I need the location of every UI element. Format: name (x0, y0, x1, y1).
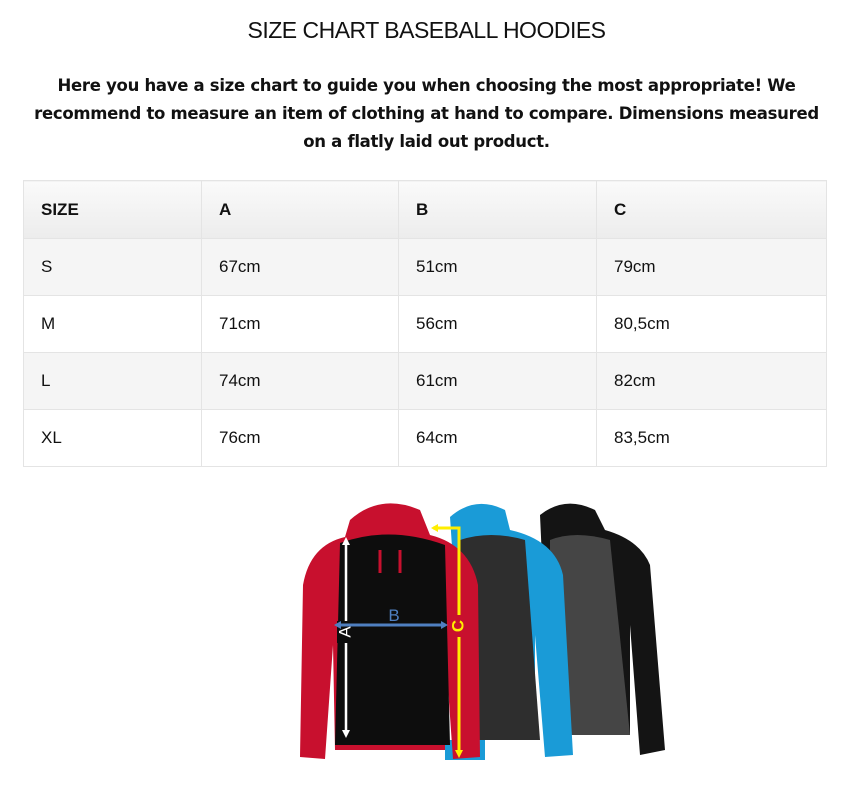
size-chart-table: SIZE A B C S 67cm 51cm 79cm M 71cm 56cm … (23, 180, 827, 467)
label-c: C (448, 620, 467, 632)
cell-c: 82cm (596, 352, 827, 410)
table-header-row: SIZE A B C (23, 180, 827, 239)
cell-c: 83,5cm (596, 409, 827, 467)
cell-b: 61cm (398, 352, 597, 410)
measure-arrow-c: C (431, 524, 469, 758)
hoodies-illustration: A B C (300, 503, 665, 760)
cell-size: S (23, 238, 202, 296)
label-a: A (335, 626, 354, 638)
cell-a: 71cm (201, 295, 399, 353)
cell-b: 64cm (398, 409, 597, 467)
table-row: L 74cm 61cm 82cm (23, 352, 827, 410)
cell-size: L (23, 352, 202, 410)
label-b: B (388, 606, 399, 625)
cell-a: 67cm (201, 238, 399, 296)
table-row: XL 76cm 64cm 83,5cm (23, 409, 827, 467)
hoodie-blue-charcoal (445, 503, 573, 760)
header-a: A (201, 180, 399, 239)
header-b: B (398, 180, 597, 239)
cell-a: 76cm (201, 409, 399, 467)
cell-c: 79cm (596, 238, 827, 296)
measure-arrow-b: B (334, 606, 448, 629)
hoodie-charcoal-black (540, 503, 665, 755)
table-row: M 71cm 56cm 80,5cm (23, 295, 827, 353)
intro-text: Here you have a size chart to guide you … (34, 76, 819, 151)
cell-size: M (23, 295, 202, 353)
header-size: SIZE (23, 180, 202, 239)
page-title: SIZE CHART BASEBALL HOODIES (247, 17, 606, 43)
cell-b: 51cm (398, 238, 597, 296)
cell-a: 74cm (201, 352, 399, 410)
cell-size: XL (23, 409, 202, 467)
cell-c: 80,5cm (596, 295, 827, 353)
table-row: S 67cm 51cm 79cm (23, 238, 827, 296)
cell-b: 56cm (398, 295, 597, 353)
header-c: C (596, 180, 827, 239)
